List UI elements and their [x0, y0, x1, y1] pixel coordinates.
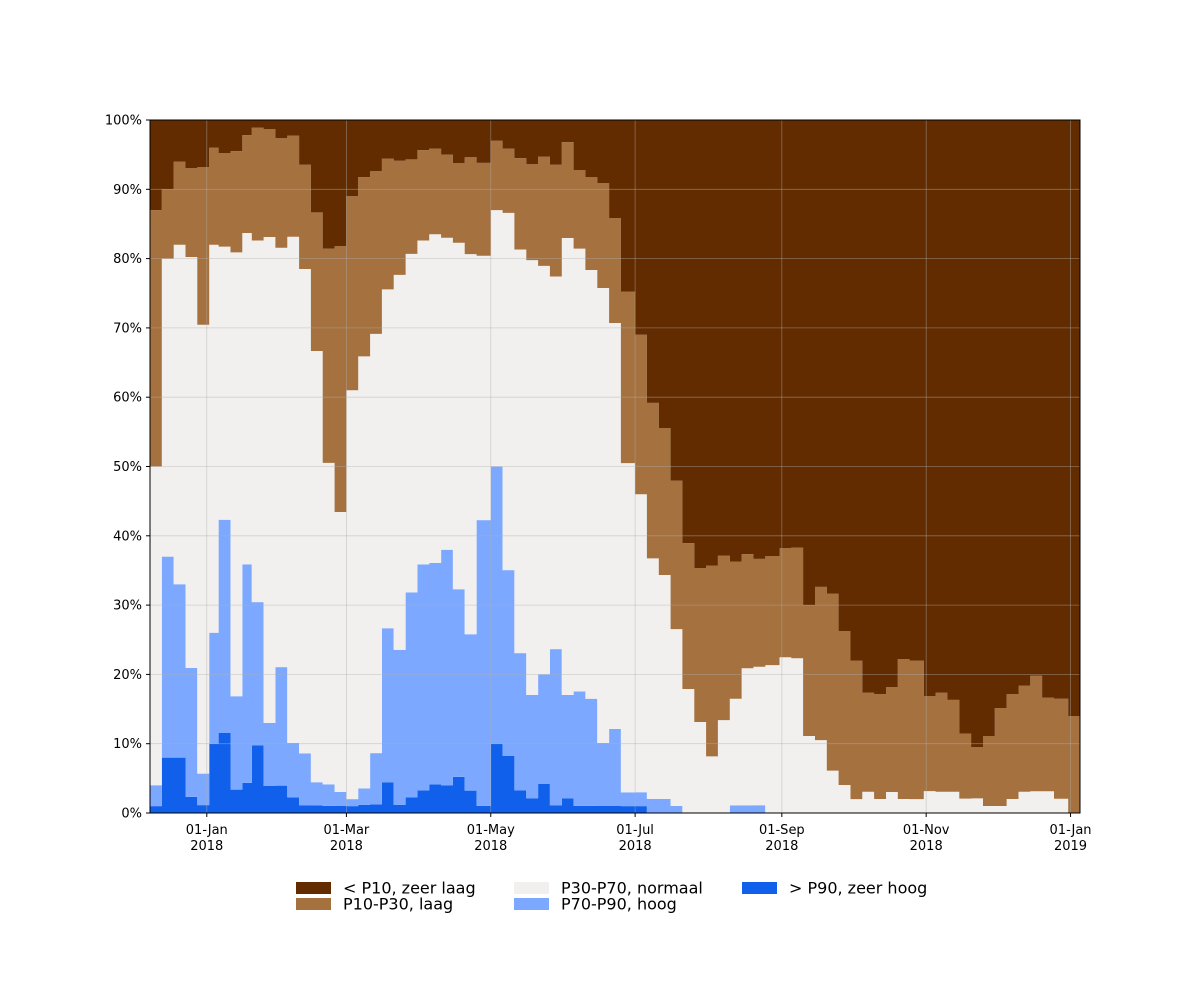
legend-label-p90-zeer-hoog: > P90, zeer hoog [789, 879, 927, 898]
y-tick-label: 50% [113, 460, 142, 475]
series-areas [150, 120, 1080, 814]
y-axis-ticks: 0% 10% 20% 30% 40% 50% 60% 70% 80% 90% 100% [105, 114, 150, 822]
legend-label-p70-p90-hoog: P70-P90, hoog [561, 895, 677, 914]
legend-swatch-p10-p30-laag [296, 898, 331, 910]
y-tick-label: 30% [113, 599, 142, 614]
x-tick-label-year: 2018 [910, 839, 943, 854]
x-tick-label: 01-Nov [903, 823, 950, 838]
y-tick-label: 20% [113, 668, 142, 683]
series-area-p90-zeer-hoog [150, 733, 1080, 813]
x-tick-label-year: 2018 [765, 839, 798, 854]
x-tick-label-year: 2019 [1054, 839, 1087, 854]
x-axis-ticks: 01-Jan201801-Mar201801-May201801-Jul2018… [186, 813, 1092, 854]
series-area-p30-p70-normaal [150, 210, 1080, 814]
x-tick-label-year: 2018 [474, 839, 507, 854]
y-tick-label: 100% [105, 114, 142, 129]
y-tick-label: 40% [113, 529, 142, 544]
x-tick-label-year: 2018 [190, 839, 223, 854]
x-tick-label: 01-Jan [1050, 823, 1092, 838]
legend-swatch-p30-p70-normaal [514, 882, 549, 894]
y-tick-label: 80% [113, 252, 142, 267]
y-tick-label: 10% [113, 737, 142, 752]
legend-label-p30-p70-normaal: P30-P70, normaal [561, 879, 703, 898]
y-tick-label: 0% [121, 807, 142, 822]
x-tick-label: 01-Mar [324, 823, 370, 838]
grid-lines [150, 119, 1080, 814]
series-area-p10-p30-laag [150, 127, 1080, 813]
legend-swatch-p10-zeer-laag [296, 882, 331, 894]
series-area-p10-zeer-laag [150, 120, 1080, 748]
legend-label-p10-p30-laag: P10-P30, laag [343, 895, 453, 914]
y-tick-label: 90% [113, 183, 142, 198]
x-tick-label: 01-Jul [616, 823, 654, 838]
x-tick-label-year: 2018 [330, 839, 363, 854]
legend-label-p10-zeer-laag: < P10, zeer laag [343, 879, 476, 898]
legend-swatch-p70-p90-hoog [514, 898, 549, 910]
x-tick-label: 01-May [467, 823, 515, 838]
x-tick-label: 01-Jan [186, 823, 228, 838]
y-tick-label: 60% [113, 391, 142, 406]
legend-swatch-p90-zeer-hoog [742, 882, 777, 894]
x-tick-label: 01-Sep [759, 823, 805, 838]
x-tick-label-year: 2018 [619, 839, 652, 854]
series-area-p70-p90-hoog [150, 466, 1080, 813]
y-tick-label: 70% [113, 321, 142, 336]
